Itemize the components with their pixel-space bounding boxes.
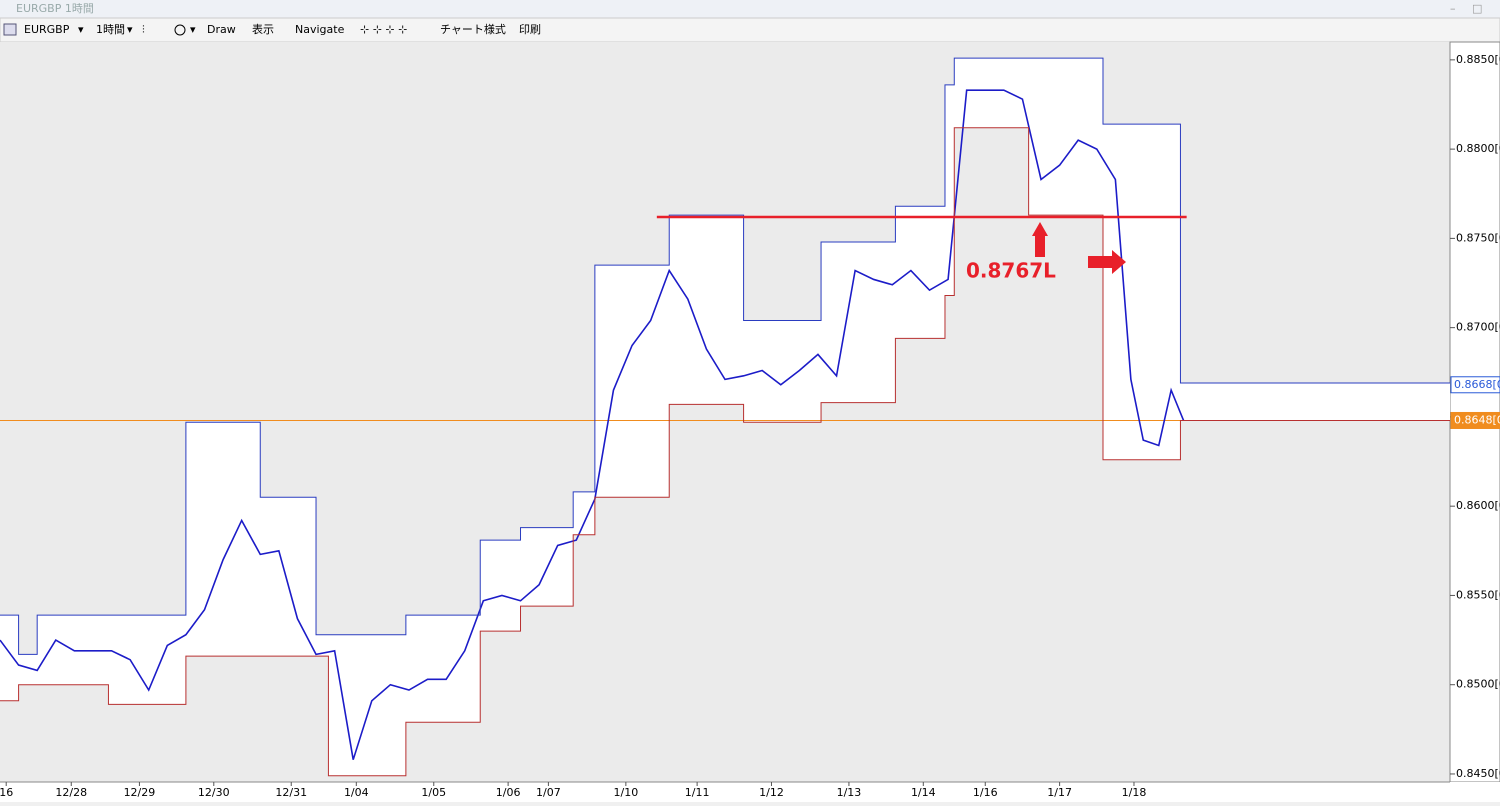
x-tick-label: 1/14 bbox=[911, 786, 936, 799]
x-tick-label: 12/30 bbox=[198, 786, 230, 799]
x-tick-label: 1/07 bbox=[536, 786, 561, 799]
timeframe[interactable]: 1時間 bbox=[96, 23, 125, 36]
y-tick-label: 0.8700[0 bbox=[1456, 321, 1500, 334]
x-tick-label: 16 bbox=[0, 786, 13, 799]
x-tick-label: 1/05 bbox=[421, 786, 446, 799]
symbol-icon bbox=[3, 23, 17, 36]
x-tick-label: 12/28 bbox=[55, 786, 87, 799]
up-arrow bbox=[1032, 222, 1048, 257]
right-arrow bbox=[1088, 250, 1126, 274]
price-tag bbox=[1450, 376, 1500, 394]
x-tick-label: 1/11 bbox=[685, 786, 710, 799]
x-tick-label: 1/16 bbox=[973, 786, 998, 799]
x-tick-label: 1/04 bbox=[344, 786, 369, 799]
y-tick-label: 0.8750[0 bbox=[1456, 231, 1500, 244]
price-tag-label: 0.8648[0 bbox=[1454, 413, 1500, 426]
cursor-tools[interactable]: ⊹ ⊹ ⊹ ⊹ bbox=[360, 23, 407, 36]
time-axis bbox=[0, 782, 1500, 802]
y-tick-label: 0.8500[0 bbox=[1456, 678, 1500, 691]
x-tick-label: 1/17 bbox=[1047, 786, 1072, 799]
price-tag-label: 0.8668[0 bbox=[1454, 378, 1500, 391]
x-tick-label: 1/10 bbox=[614, 786, 639, 799]
window-title: EURGBP 1時間 bbox=[16, 2, 94, 15]
x-tick-label: 1/06 bbox=[496, 786, 521, 799]
view-menu[interactable]: 表示 bbox=[252, 22, 274, 36]
y-tick-label: 0.8550[0 bbox=[1456, 588, 1500, 601]
x-tick-label: 1/18 bbox=[1122, 786, 1147, 799]
dropdown[interactable]: ▾ bbox=[190, 23, 196, 36]
dropdown[interactable]: ▾ bbox=[78, 23, 84, 36]
toolbar bbox=[0, 17, 1500, 43]
x-tick-label: 1/12 bbox=[759, 786, 784, 799]
channel-line bbox=[0, 127, 1450, 777]
annotation: 0.8767L bbox=[966, 259, 1056, 283]
y-tick-label: 0.8600[0 bbox=[1456, 499, 1500, 512]
x-tick-label: 1/13 bbox=[837, 786, 862, 799]
price-line bbox=[0, 89, 1185, 760]
minimize[interactable]: – bbox=[1450, 2, 1456, 15]
symbol[interactable]: EURGBP bbox=[24, 23, 70, 36]
channel-line bbox=[0, 57, 1450, 655]
chart-style-menu[interactable]: チャート様式 bbox=[440, 22, 506, 36]
dropdown[interactable]: ▾ bbox=[127, 23, 133, 36]
y-tick-label: 0.8450[0 bbox=[1456, 767, 1500, 780]
price-tag bbox=[1450, 411, 1500, 429]
y-tick-label: 0.8800[0 bbox=[1456, 142, 1500, 155]
shape-icon[interactable] bbox=[174, 24, 186, 36]
navigate-menu[interactable]: Navigate bbox=[295, 23, 345, 36]
y-tick-label: 0.8850[0 bbox=[1456, 53, 1500, 66]
print-menu[interactable]: 印刷 bbox=[519, 23, 541, 36]
x-tick-label: 12/31 bbox=[275, 786, 307, 799]
draw-menu[interactable]: Draw bbox=[207, 23, 236, 36]
candle-icon[interactable]: ⫶ bbox=[142, 23, 145, 36]
title-bar bbox=[0, 0, 1500, 18]
x-tick-label: 12/29 bbox=[124, 786, 156, 799]
maximize[interactable]: □ bbox=[1472, 2, 1482, 15]
